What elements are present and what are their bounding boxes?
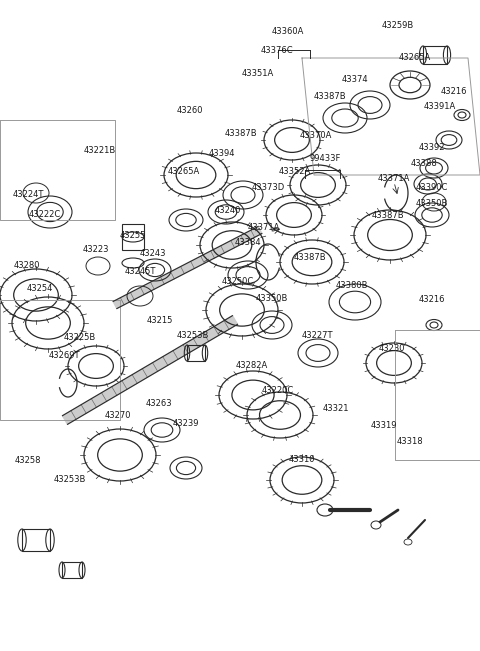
Text: 43384: 43384 bbox=[235, 238, 261, 247]
Bar bbox=[187, 345, 205, 361]
Text: 43223: 43223 bbox=[83, 245, 109, 254]
Text: 43227T: 43227T bbox=[301, 331, 333, 340]
Text: 43319: 43319 bbox=[371, 421, 397, 430]
Text: 99433F: 99433F bbox=[309, 154, 341, 163]
Text: 43376C: 43376C bbox=[261, 46, 293, 55]
Text: 43387B: 43387B bbox=[372, 211, 404, 220]
Text: 43380B: 43380B bbox=[336, 281, 368, 290]
Text: 43263: 43263 bbox=[146, 399, 172, 408]
Text: 43221B: 43221B bbox=[84, 146, 116, 155]
Text: 43371A: 43371A bbox=[378, 174, 410, 183]
Polygon shape bbox=[113, 227, 262, 309]
Text: 43250C: 43250C bbox=[222, 277, 254, 286]
Text: 43280: 43280 bbox=[14, 261, 40, 270]
Bar bbox=[423, 46, 447, 64]
Text: 43216: 43216 bbox=[441, 87, 467, 96]
Text: 43321: 43321 bbox=[323, 404, 349, 413]
Text: 43391A: 43391A bbox=[424, 102, 456, 111]
Text: 43373D: 43373D bbox=[252, 183, 285, 192]
Text: 43350B: 43350B bbox=[416, 199, 448, 208]
Text: 43220C: 43220C bbox=[262, 386, 294, 395]
Text: 43371A: 43371A bbox=[248, 223, 280, 232]
Bar bbox=[22, 529, 50, 551]
Text: 43255: 43255 bbox=[120, 231, 146, 240]
Text: 43350B: 43350B bbox=[256, 294, 288, 303]
Text: 43253B: 43253B bbox=[54, 475, 86, 484]
Text: 43387B: 43387B bbox=[294, 253, 326, 262]
Text: 43259B: 43259B bbox=[382, 21, 414, 30]
Text: 43318: 43318 bbox=[396, 437, 423, 446]
Text: 43352A: 43352A bbox=[279, 167, 311, 176]
Text: 43265A: 43265A bbox=[399, 53, 431, 62]
Text: 43370A: 43370A bbox=[300, 131, 332, 140]
Text: 43392: 43392 bbox=[419, 143, 445, 152]
Text: 43374: 43374 bbox=[342, 75, 368, 84]
Text: 43310: 43310 bbox=[289, 455, 315, 464]
Text: 43388: 43388 bbox=[410, 159, 437, 168]
Text: 43253B: 43253B bbox=[177, 331, 209, 340]
Text: 43222C: 43222C bbox=[29, 210, 61, 219]
Text: 43394: 43394 bbox=[209, 149, 235, 158]
Text: 43269T: 43269T bbox=[48, 351, 80, 360]
Text: 43258: 43258 bbox=[15, 456, 41, 465]
Text: 43254: 43254 bbox=[27, 284, 53, 293]
Bar bbox=[62, 562, 82, 578]
Text: 43239: 43239 bbox=[173, 419, 199, 428]
Text: 43390C: 43390C bbox=[416, 183, 448, 192]
Text: 43282A: 43282A bbox=[236, 361, 268, 370]
Text: 43265A: 43265A bbox=[168, 167, 200, 176]
Text: 43351A: 43351A bbox=[242, 69, 274, 78]
Text: 43224T: 43224T bbox=[12, 190, 44, 199]
Text: 43215: 43215 bbox=[147, 316, 173, 325]
Text: 43260: 43260 bbox=[177, 106, 203, 115]
Text: 43360A: 43360A bbox=[272, 27, 304, 36]
Text: 43216: 43216 bbox=[419, 295, 445, 304]
Text: 43387B: 43387B bbox=[225, 129, 257, 138]
Text: 43225B: 43225B bbox=[64, 333, 96, 342]
Text: 43245T: 43245T bbox=[124, 267, 156, 276]
Text: 43230: 43230 bbox=[379, 344, 405, 353]
Text: 43387B: 43387B bbox=[314, 92, 346, 101]
Text: 43270: 43270 bbox=[105, 411, 131, 420]
Text: 43243: 43243 bbox=[140, 249, 166, 258]
Text: 43240: 43240 bbox=[215, 206, 241, 215]
Polygon shape bbox=[62, 316, 238, 424]
Bar bbox=[122, 224, 144, 250]
